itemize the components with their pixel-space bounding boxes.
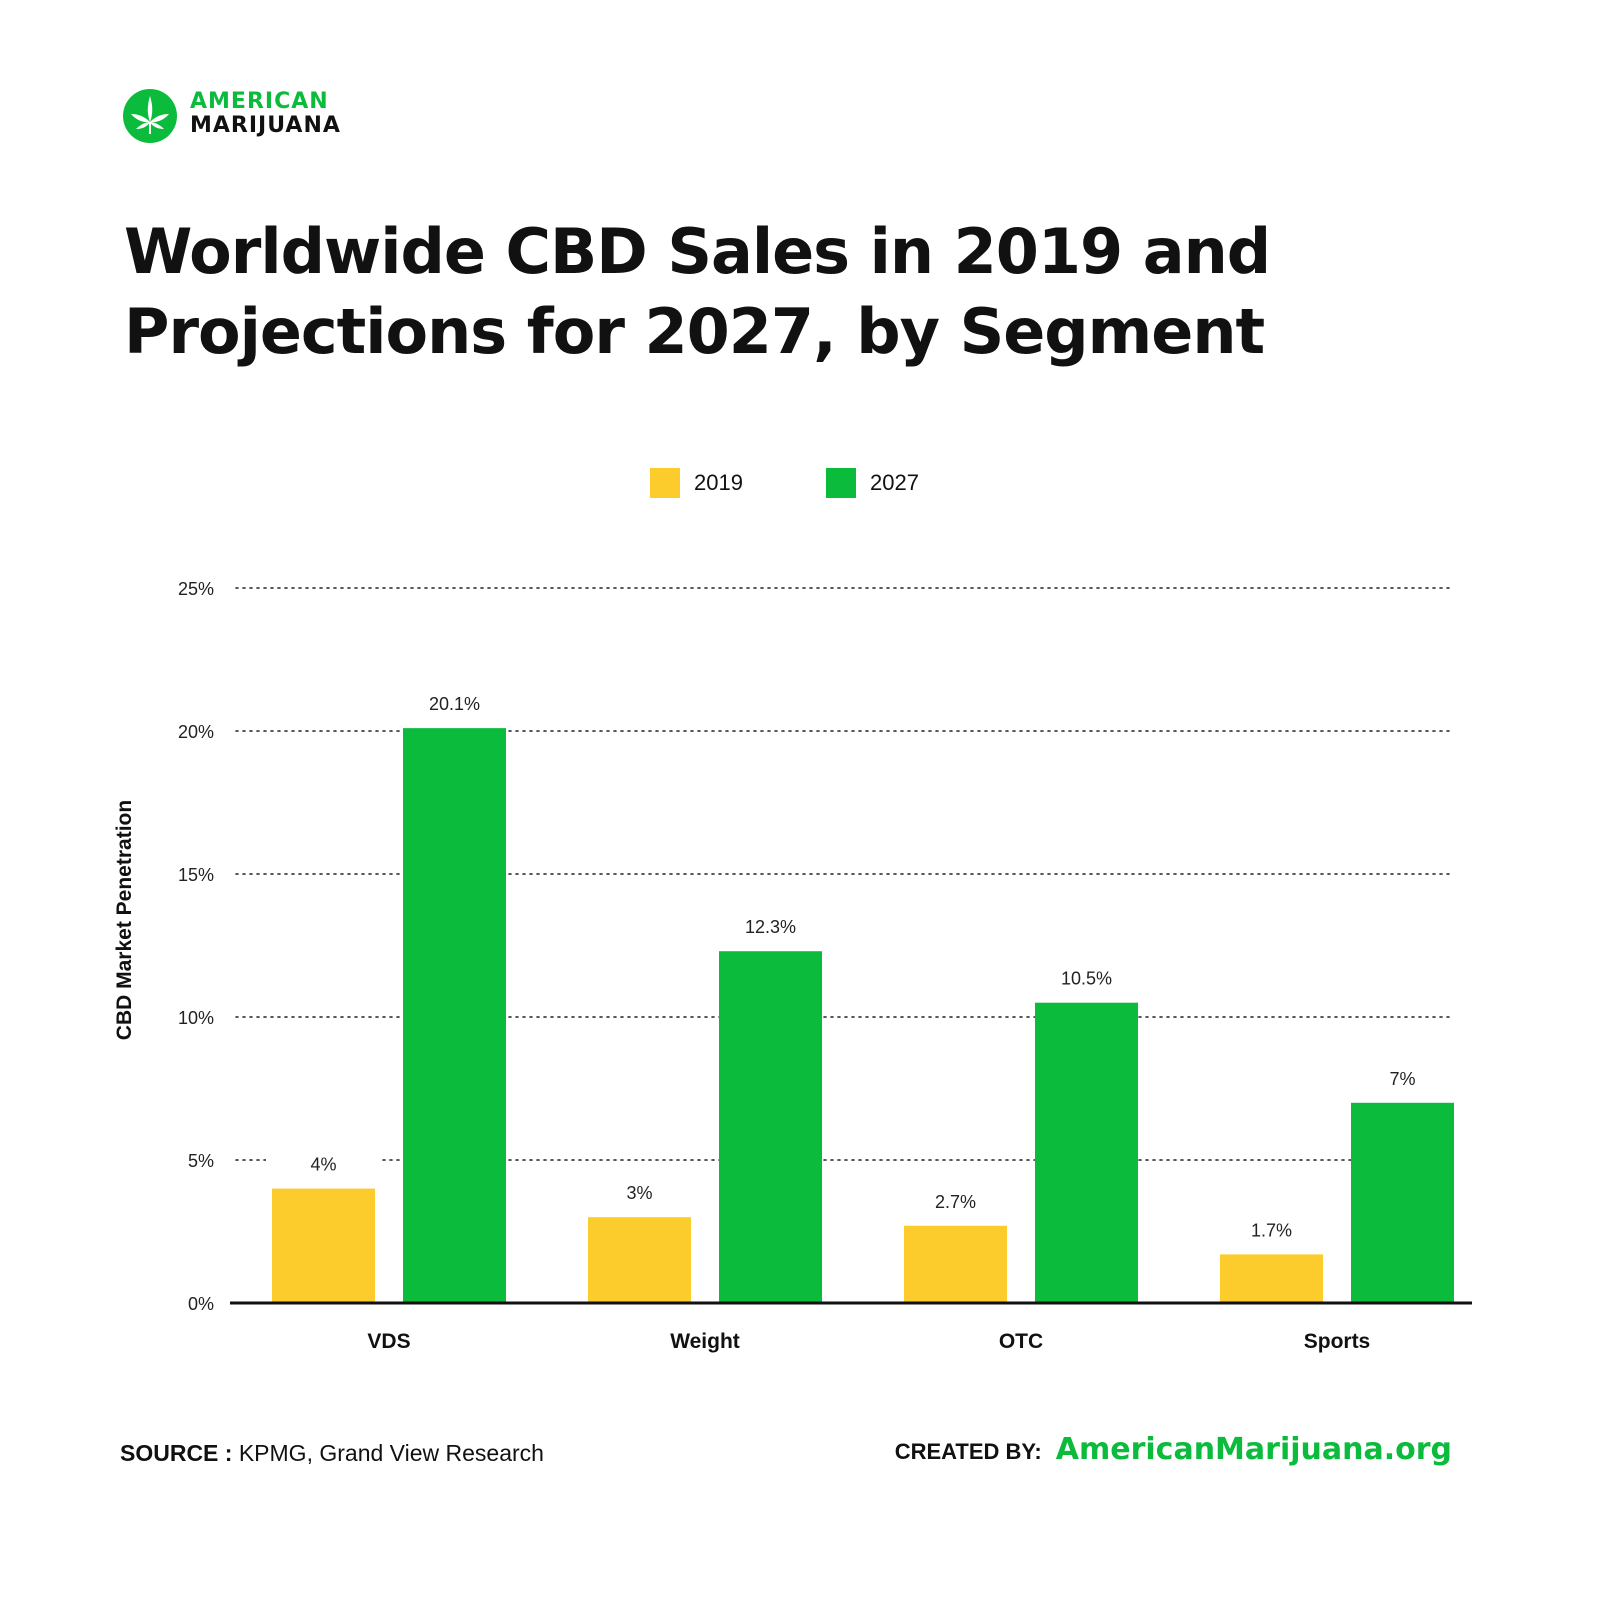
value-label-background — [266, 1148, 381, 1183]
bar-2027-otc — [1035, 1002, 1138, 1303]
value-label-background — [397, 688, 512, 723]
data-label: 3% — [626, 1183, 652, 1203]
legend-label-2027: 2027 — [870, 470, 919, 495]
source-label: SOURCE : — [120, 1440, 233, 1466]
created-by-site: AmericanMarijuana.org — [1055, 1432, 1452, 1467]
y-tick-label: 5% — [188, 1151, 214, 1171]
data-label: 20.1% — [429, 694, 480, 714]
y-tick-label: 25% — [178, 579, 214, 599]
bar-chart: 0% 5% 10% 15% 20% 25% 4% 20.1% VDS 3% 12.3% Weight 2… — [178, 579, 1472, 1353]
data-label: 1.7% — [1251, 1220, 1292, 1240]
legend-label-2019: 2019 — [694, 470, 743, 495]
legend-swatch-2019 — [650, 468, 680, 498]
bar-2019-otc — [904, 1225, 1007, 1303]
data-label: 10.5% — [1061, 969, 1112, 989]
source-credit: SOURCE : KPMG, Grand View Research — [120, 1440, 544, 1467]
data-label: 2.7% — [935, 1192, 976, 1212]
y-tick-label: 15% — [178, 865, 214, 885]
x-tick-label: Weight — [670, 1330, 740, 1353]
cannabis-leaf-circle-icon — [123, 89, 177, 143]
legend-item-2027: 2027 — [826, 466, 919, 500]
bar-2027-sports — [1351, 1102, 1454, 1303]
y-tick-label: 10% — [178, 1008, 214, 1028]
legend-item-2019: 2019 — [650, 466, 743, 500]
data-label: 12.3% — [745, 917, 796, 937]
chart-legend: 2019 2027 — [0, 466, 1600, 500]
bar-2019-weight — [588, 1217, 691, 1303]
brand-line-2: MARIJUANA — [190, 113, 341, 138]
y-tick-label: 20% — [178, 722, 214, 742]
value-label-background — [713, 911, 828, 946]
value-label-background — [1029, 962, 1144, 997]
brand-logo: AMERICAN MARIJUANA — [122, 88, 382, 152]
bar-2027-weight — [719, 951, 822, 1303]
created-by: CREATED BY: AmericanMarijuana.org — [895, 1432, 1452, 1467]
data-label: 4% — [310, 1155, 336, 1175]
legend-swatch-2027 — [826, 468, 856, 498]
bar-2019-vds — [272, 1188, 375, 1303]
x-tick-label: VDS — [367, 1330, 410, 1353]
bar-2027-vds — [403, 728, 506, 1303]
brand-line-1: AMERICAN — [190, 89, 329, 114]
y-tick-label: 0% — [188, 1294, 214, 1314]
value-label-background — [582, 1177, 697, 1212]
data-label: 7% — [1389, 1069, 1415, 1089]
value-label-background — [1214, 1214, 1329, 1249]
value-label-background — [1345, 1062, 1460, 1097]
value-label-background — [898, 1185, 1013, 1220]
created-by-label: CREATED BY: — [894, 1439, 1042, 1464]
x-tick-label: Sports — [1304, 1330, 1371, 1353]
chart-title: Worldwide CBD Sales in 2019 and Projecti… — [124, 215, 1271, 368]
brand-wordmark: AMERICAN MARIJUANA — [190, 90, 341, 138]
x-tick-label: OTC — [999, 1330, 1043, 1353]
bar-2019-sports — [1220, 1254, 1323, 1303]
source-text: KPMG, Grand View Research — [238, 1440, 544, 1466]
